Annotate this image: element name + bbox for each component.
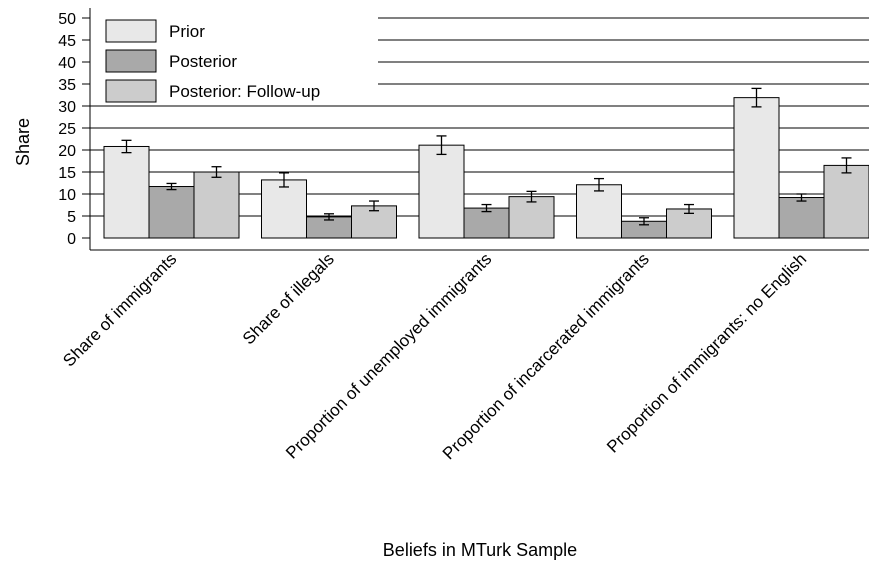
y-tick-label: 30 xyxy=(58,99,76,116)
error-bar xyxy=(369,200,379,212)
bar xyxy=(351,205,397,239)
y-tick-label: 45 xyxy=(58,33,76,50)
bar xyxy=(103,145,150,239)
bars xyxy=(103,97,869,239)
legend-label: Prior xyxy=(169,22,205,41)
error-bar xyxy=(481,203,492,213)
x-category-label: Share of illegals xyxy=(239,249,338,348)
legend-swatch xyxy=(105,49,157,73)
error-bar xyxy=(684,203,694,215)
y-tick-label: 50 xyxy=(58,11,76,28)
bar xyxy=(418,144,465,239)
y-tick-label: 15 xyxy=(58,165,76,182)
bar xyxy=(823,164,869,239)
bar xyxy=(463,207,510,239)
error-bar xyxy=(324,213,334,221)
error-bar xyxy=(841,157,852,174)
axes xyxy=(89,8,869,251)
error-bar xyxy=(796,193,807,202)
error-bar xyxy=(121,139,132,154)
error-bar xyxy=(751,87,762,108)
bar xyxy=(261,179,307,239)
x-category-label: Share of immigrants xyxy=(59,249,180,370)
legend-label: Posterior: Follow-up xyxy=(169,82,320,101)
error-bar xyxy=(279,172,289,188)
y-tick-label: 0 xyxy=(67,231,76,248)
y-tick-label: 5 xyxy=(67,209,76,226)
bar xyxy=(576,184,622,239)
error-bar xyxy=(526,190,537,203)
error-bars xyxy=(121,87,852,226)
legend-swatch xyxy=(105,79,157,103)
error-bar xyxy=(436,135,447,156)
bar xyxy=(193,171,240,239)
y-tick-label: 35 xyxy=(58,77,76,94)
error-bar xyxy=(639,217,649,226)
x-category-labels: Share of immigrants Share of illegalsProp… xyxy=(59,249,810,463)
y-tick-label: 25 xyxy=(58,121,76,138)
y-ticks: 0 5 10 15 20 25 30 35 40 45 50 xyxy=(58,11,90,248)
x-axis-title: Beliefs in MTurk Sample xyxy=(383,540,577,560)
bar xyxy=(733,97,780,239)
y-tick-label: 20 xyxy=(58,143,76,160)
error-bar xyxy=(166,182,177,191)
y-axis-title: Share xyxy=(13,118,33,166)
legend-label: Posterior xyxy=(169,52,237,71)
y-tick-label: 10 xyxy=(58,187,76,204)
bar xyxy=(778,197,825,239)
bar xyxy=(508,196,555,239)
y-tick-label: 40 xyxy=(58,55,76,72)
error-bar xyxy=(594,177,604,192)
bar xyxy=(148,186,195,239)
legend-swatch xyxy=(105,19,157,43)
error-bar xyxy=(211,166,222,178)
legend: Prior Posterior Posterior: Follow-up xyxy=(105,19,320,103)
